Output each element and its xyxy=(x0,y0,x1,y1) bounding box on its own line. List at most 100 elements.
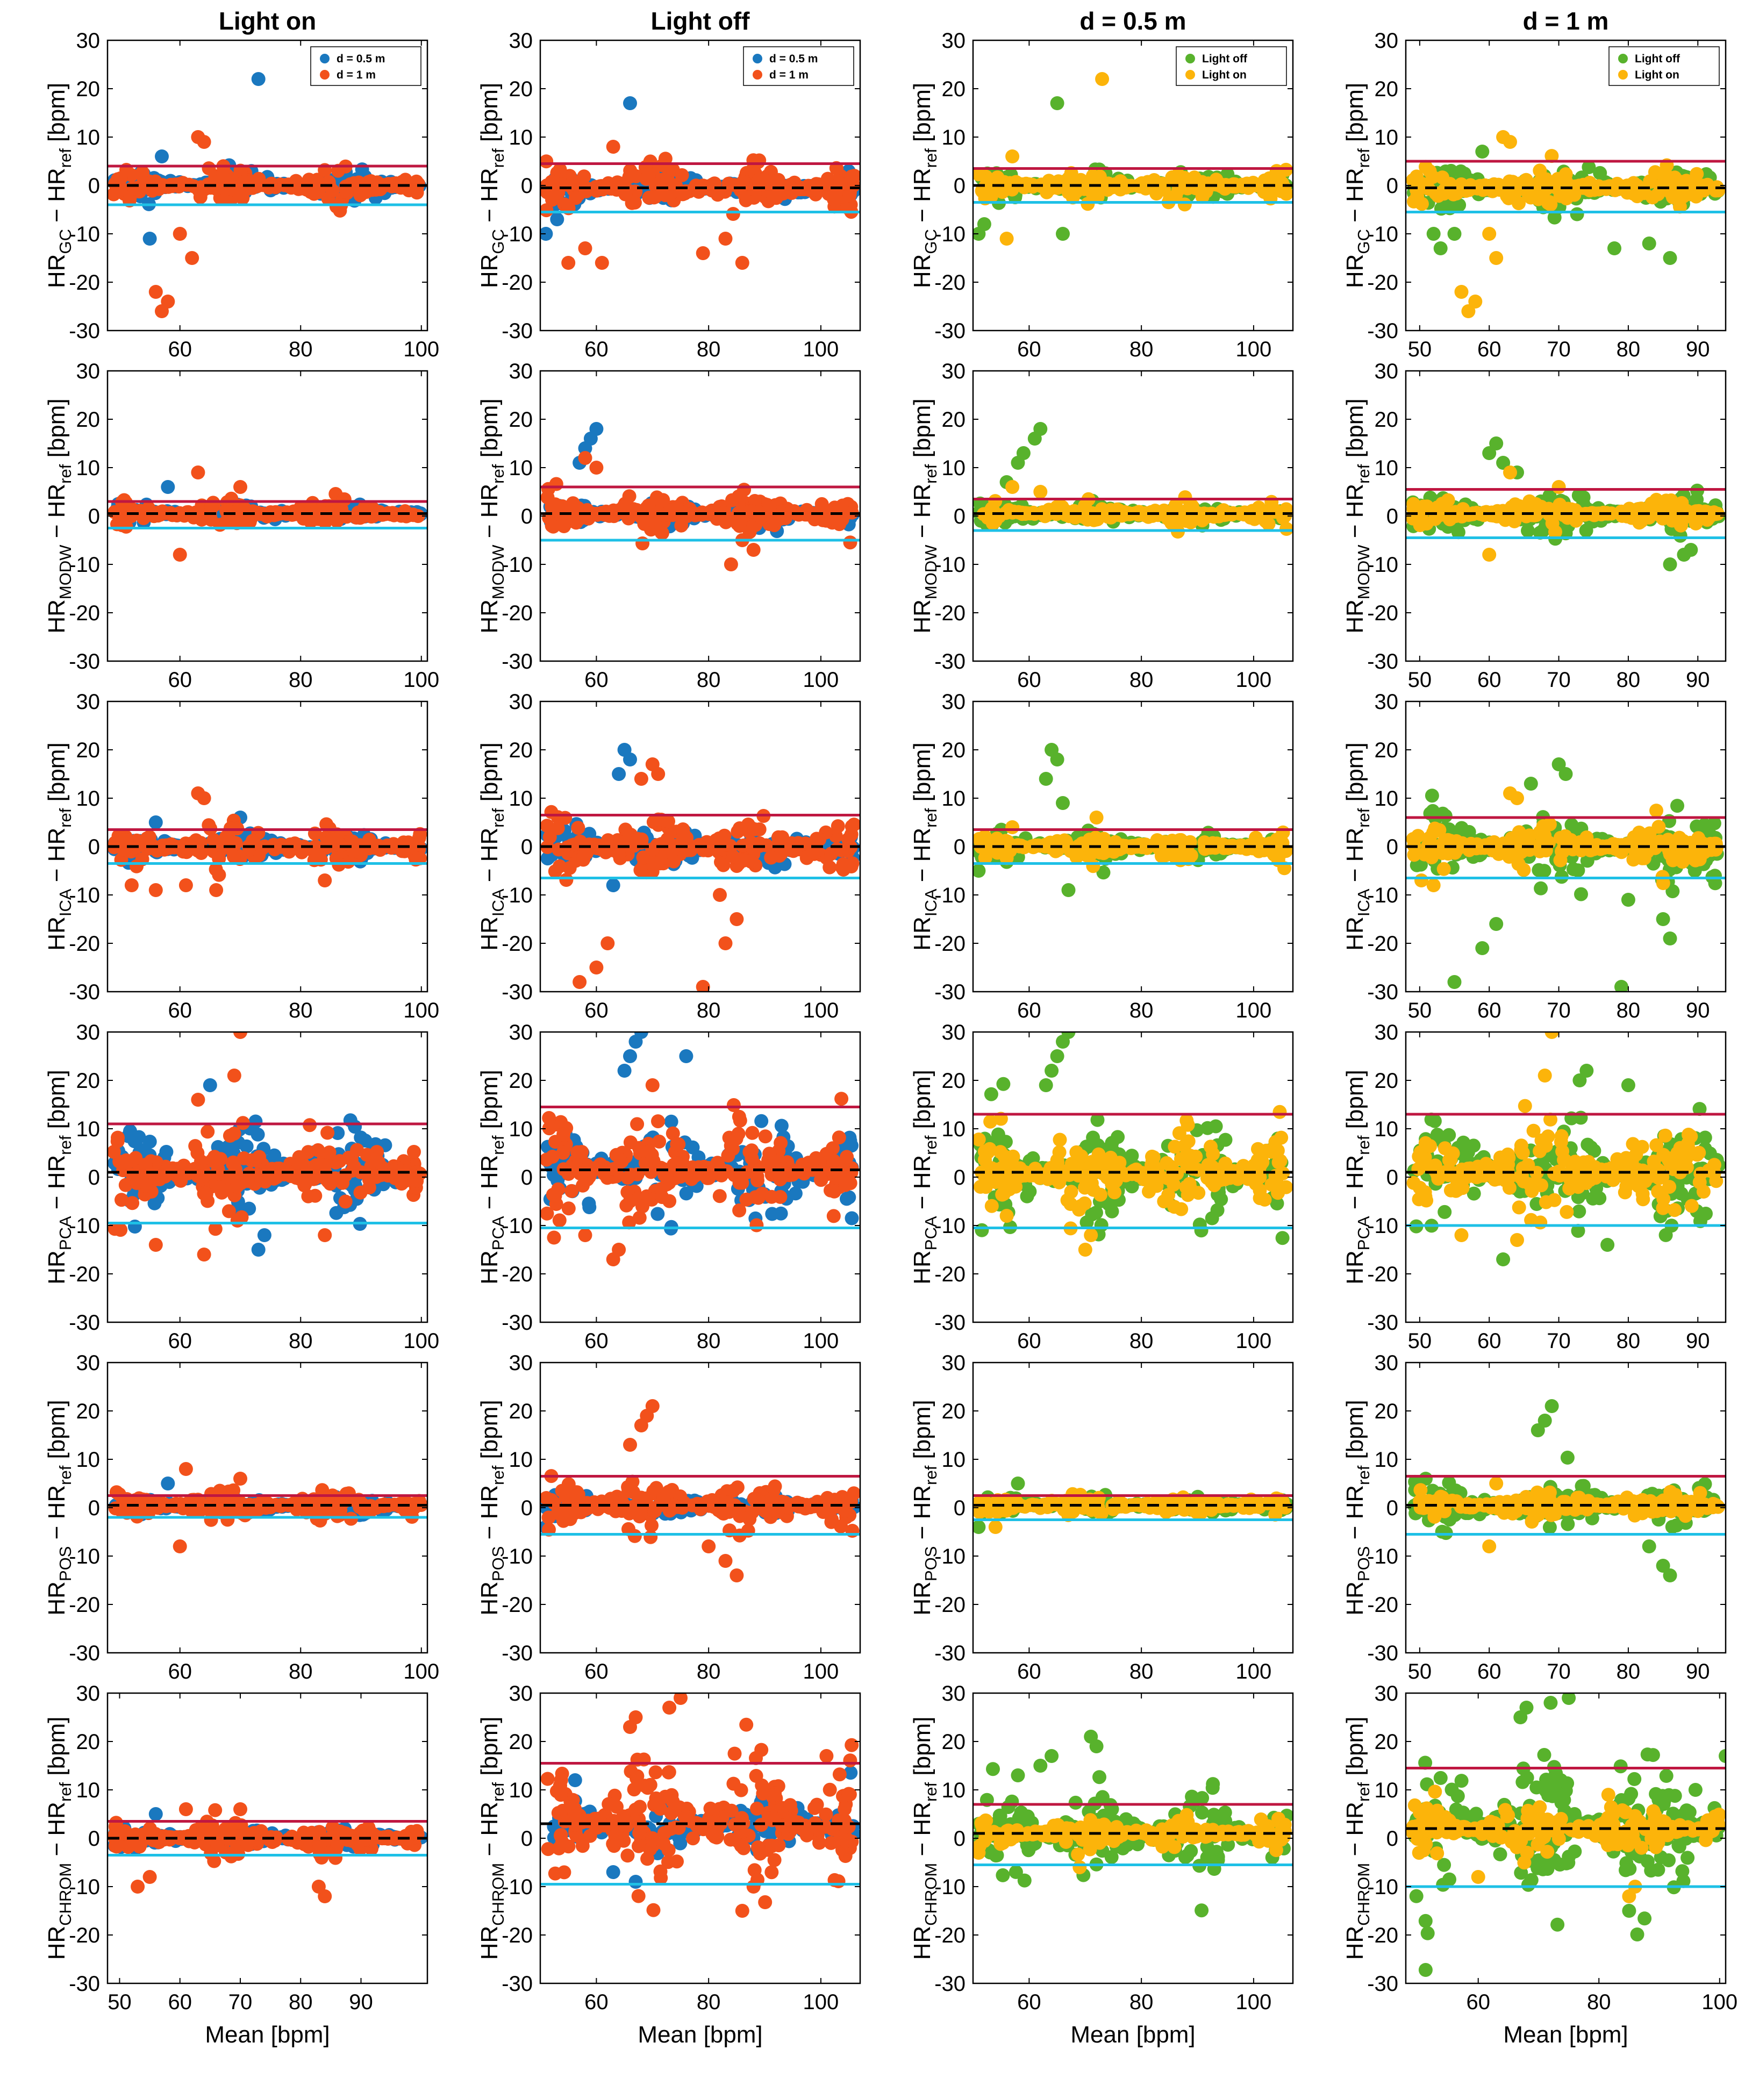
data-point xyxy=(1168,850,1183,864)
outlier-point xyxy=(1005,480,1020,494)
data-point xyxy=(337,492,351,506)
data-point xyxy=(255,841,269,856)
y-label-minus: − HR xyxy=(909,168,935,229)
y-tick-label: 0 xyxy=(88,174,100,198)
data-point xyxy=(389,507,404,521)
scatter-points xyxy=(973,743,1293,897)
y-tick-label: -20 xyxy=(1367,271,1398,295)
data-point xyxy=(990,842,1005,856)
y-label-minus: − HR xyxy=(476,484,503,545)
outlier-point xyxy=(1663,251,1677,265)
legend-marker xyxy=(1185,70,1195,80)
legend: d = 0.5 md = 1 m xyxy=(310,46,421,86)
data-point xyxy=(807,845,822,860)
outlier-point xyxy=(161,480,175,494)
y-tick-label: -10 xyxy=(502,884,533,907)
y-tick-label: -30 xyxy=(1367,650,1398,673)
data-point xyxy=(553,859,567,873)
legend-box xyxy=(1608,46,1720,86)
y-tick-label: -20 xyxy=(502,271,533,295)
y-axis-label: HRICA − HRref [bpm] xyxy=(909,742,940,950)
data-point xyxy=(599,508,613,522)
data-point xyxy=(545,519,559,533)
data-point xyxy=(1252,501,1267,516)
outlier-point xyxy=(730,912,744,926)
legend-marker xyxy=(1618,70,1628,80)
data-point xyxy=(109,181,124,195)
data-point xyxy=(295,181,309,196)
y-tick-label: -30 xyxy=(69,980,100,1004)
y-tick-label: -20 xyxy=(502,601,533,625)
data-point xyxy=(1521,524,1535,538)
y-label-hr: HR xyxy=(909,916,935,951)
outlier-point xyxy=(1454,285,1469,299)
outlier-point xyxy=(999,232,1014,246)
series-d-1-m xyxy=(540,140,860,270)
data-point xyxy=(1269,834,1284,848)
y-label-ref: ref xyxy=(489,464,507,484)
data-point xyxy=(1499,183,1514,197)
series-light-on xyxy=(1406,130,1726,318)
data-point xyxy=(1664,493,1678,507)
data-point xyxy=(1086,859,1100,873)
y-label-method: GC xyxy=(489,229,507,254)
y-tick-label: 20 xyxy=(509,77,533,101)
data-point xyxy=(119,833,134,848)
data-point xyxy=(1508,497,1522,512)
data-point xyxy=(1451,525,1465,540)
data-point xyxy=(571,821,585,835)
data-point xyxy=(1422,164,1437,178)
outlier-point xyxy=(173,227,187,241)
series-light-on xyxy=(973,72,1293,246)
data-point xyxy=(1567,188,1582,202)
data-point xyxy=(807,179,822,193)
data-point xyxy=(1674,518,1689,533)
x-tick-label: 100 xyxy=(803,999,839,1022)
data-point xyxy=(1117,839,1132,854)
data-point xyxy=(569,191,583,205)
x-tick-label: 80 xyxy=(1617,338,1641,361)
scatter-points xyxy=(1406,130,1726,318)
x-tick-label: 60 xyxy=(584,668,609,692)
outlier-point xyxy=(578,441,592,455)
outlier-point xyxy=(724,557,738,571)
data-point xyxy=(739,193,753,207)
data-point xyxy=(719,837,734,852)
y-label-method: ICA xyxy=(489,888,507,916)
outlier-point xyxy=(746,543,761,557)
outlier-point xyxy=(1027,432,1042,446)
y-tick-label: 20 xyxy=(942,739,966,762)
data-point xyxy=(1586,180,1601,194)
outlier-point xyxy=(1461,304,1476,318)
x-tick-label: 60 xyxy=(584,338,609,361)
y-tick-label: 30 xyxy=(942,29,966,53)
y-label-hr: HR xyxy=(909,254,935,289)
data-point xyxy=(1061,185,1076,199)
y-tick-label: -20 xyxy=(69,271,100,295)
data-point xyxy=(1704,507,1719,522)
y-label-unit: [bpm] xyxy=(909,398,935,464)
x-tick-label: 80 xyxy=(1617,668,1641,692)
data-point xyxy=(137,505,151,519)
y-tick-label: 0 xyxy=(954,835,966,859)
x-tick-label: 80 xyxy=(1129,338,1154,361)
y-tick-label: -20 xyxy=(1367,601,1398,625)
y-label-method: ICA xyxy=(921,888,940,916)
legend-marker xyxy=(320,54,330,63)
y-tick-label: -10 xyxy=(934,884,966,907)
y-label-method: MODW xyxy=(56,544,75,599)
data-point xyxy=(775,830,790,844)
data-point xyxy=(737,483,752,497)
y-label-ref: ref xyxy=(1354,148,1373,168)
y-tick-label: -10 xyxy=(69,884,100,907)
y-tick-label: 10 xyxy=(942,456,966,480)
data-point xyxy=(319,817,334,832)
y-tick-label: 30 xyxy=(509,360,533,383)
outlier-point xyxy=(178,878,193,892)
column-title: d = 1 m xyxy=(1523,7,1609,35)
outlier-point xyxy=(197,791,211,805)
x-tick-label: 80 xyxy=(289,668,313,692)
data-point xyxy=(1069,850,1084,864)
